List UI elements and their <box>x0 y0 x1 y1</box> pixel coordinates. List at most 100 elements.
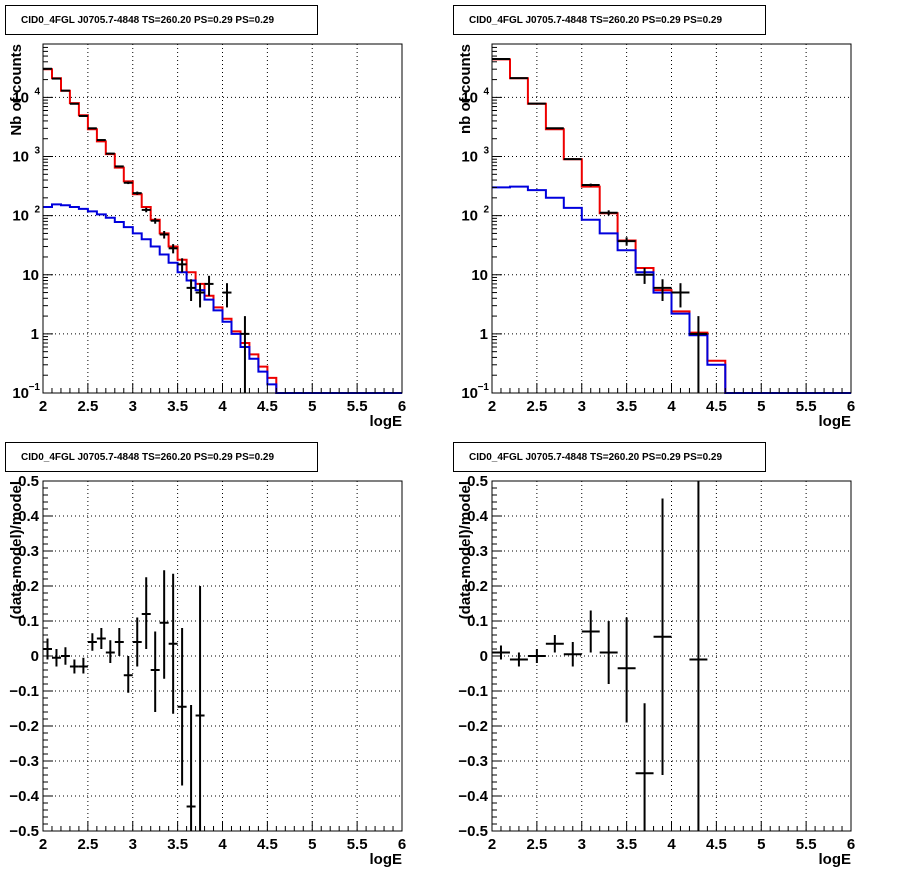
total-model-histogram <box>492 58 851 394</box>
data-point <box>141 577 151 649</box>
data-point <box>60 89 70 92</box>
data-point <box>581 183 600 187</box>
data-point <box>195 586 205 831</box>
x-tick-label: 4.5 <box>706 398 727 415</box>
y-tick-exponent: 4 <box>483 86 489 97</box>
panel-title: CID0_4FGL J0705.7-4848 TS=260.20 PS=0.29… <box>21 452 274 463</box>
data-point <box>635 703 654 831</box>
x-tick-label: 5.5 <box>796 836 817 853</box>
x-tick-label: 4 <box>667 398 676 415</box>
y-tick-label: 10 <box>12 149 29 166</box>
x-tick-label: 4.5 <box>257 836 278 853</box>
panel-title: CID0_4FGL J0705.7-4848 TS=260.20 PS=0.29… <box>21 15 274 26</box>
data-point <box>545 127 564 130</box>
y-tick-label: 0.3 <box>18 543 39 560</box>
y-tick-label: 0.4 <box>467 508 489 525</box>
x-tick-label: 3.5 <box>167 836 188 853</box>
y-tick-label: 0 <box>31 648 39 665</box>
y-tick-label: 10 <box>12 208 29 225</box>
x-tick-label: 2 <box>39 836 47 853</box>
x-axis-label: logE <box>370 413 403 430</box>
x-tick-label: 2 <box>488 836 496 853</box>
data-point <box>60 647 70 665</box>
y-tick-label: 10 <box>471 267 488 284</box>
y-tick-exponent: 3 <box>483 146 489 157</box>
x-axis-label: logE <box>370 851 403 868</box>
data-point <box>617 237 636 246</box>
y-tick-label: −0.2 <box>9 718 39 735</box>
y-tick-label: 10 <box>461 208 478 225</box>
data-point <box>123 181 133 185</box>
data-point <box>114 628 124 656</box>
x-tick-label: 4 <box>218 398 227 415</box>
x-tick-label: 5.5 <box>796 398 817 415</box>
y-tick-exponent: 2 <box>34 205 40 216</box>
data-point <box>204 275 214 296</box>
y-tick-label: 10 <box>22 267 39 284</box>
panel-3: CID0_4FGL J0705.7-4848 TS=260.20 PS=0.29… <box>5 442 406 868</box>
x-axis-label: logE <box>819 413 852 430</box>
x-tick-label: 3 <box>578 836 586 853</box>
data-point <box>563 642 582 667</box>
data-point <box>51 649 61 667</box>
data-point <box>563 158 582 161</box>
x-tick-label: 4.5 <box>257 398 278 415</box>
data-point <box>78 114 88 117</box>
y-tick-label: 10 <box>12 385 29 402</box>
data-point <box>132 617 142 667</box>
y-tick-exponent: −1 <box>29 382 41 393</box>
data-point <box>599 210 618 216</box>
x-tick-label: 6 <box>847 398 855 415</box>
x-tick-label: 2 <box>488 398 496 415</box>
data-point <box>186 705 196 831</box>
y-tick-exponent: −1 <box>478 382 490 393</box>
x-tick-label: 4.5 <box>706 836 727 853</box>
data-point <box>168 244 178 254</box>
data-point <box>195 283 205 308</box>
x-tick-label: 6 <box>398 398 406 415</box>
y-tick-label: −0.4 <box>9 788 39 805</box>
y-tick-label: 0.5 <box>18 473 39 490</box>
data-point <box>617 617 636 723</box>
data-point <box>150 218 160 224</box>
panel-4: CID0_4FGL J0705.7-4848 TS=260.20 PS=0.29… <box>453 442 855 868</box>
y-axis-label: nb of counts <box>457 44 474 134</box>
x-tick-label: 2.5 <box>77 836 98 853</box>
data-point <box>177 258 187 273</box>
y-tick-label: 0.3 <box>467 543 488 560</box>
x-tick-label: 3 <box>129 398 137 415</box>
y-tick-label: −0.1 <box>9 683 39 700</box>
data-point <box>581 610 600 653</box>
y-tick-label: 10 <box>12 89 29 106</box>
x-tick-label: 2.5 <box>526 836 547 853</box>
data-point <box>492 645 510 660</box>
data-point <box>69 102 79 105</box>
x-tick-label: 5.5 <box>347 836 368 853</box>
y-tick-label: −0.3 <box>9 753 39 770</box>
y-tick-label: 1 <box>480 326 488 343</box>
y-tick-label: 10 <box>461 149 478 166</box>
panel-title: CID0_4FGL J0705.7-4848 TS=260.20 PS=0.29… <box>469 15 722 26</box>
y-tick-label: −0.5 <box>9 823 39 840</box>
y-tick-label: −0.2 <box>458 718 488 735</box>
x-tick-label: 6 <box>398 836 406 853</box>
x-tick-label: 5 <box>757 836 765 853</box>
y-tick-label: 0.2 <box>18 578 39 595</box>
x-tick-label: 4 <box>667 836 676 853</box>
y-tick-label: −0.3 <box>458 753 488 770</box>
x-tick-label: 3.5 <box>616 836 637 853</box>
data-point <box>527 649 546 663</box>
title-box <box>5 5 318 35</box>
data-point <box>69 659 79 674</box>
data-point <box>159 230 169 239</box>
data-point <box>240 316 250 393</box>
data-point <box>635 268 654 284</box>
y-tick-label: −0.5 <box>458 823 488 840</box>
x-tick-label: 3.5 <box>616 398 637 415</box>
data-point <box>105 152 115 155</box>
y-tick-exponent: 4 <box>34 86 40 97</box>
x-tick-label: 3.5 <box>167 398 188 415</box>
data-point <box>689 481 708 831</box>
data-point <box>96 628 106 649</box>
x-tick-label: 6 <box>847 836 855 853</box>
